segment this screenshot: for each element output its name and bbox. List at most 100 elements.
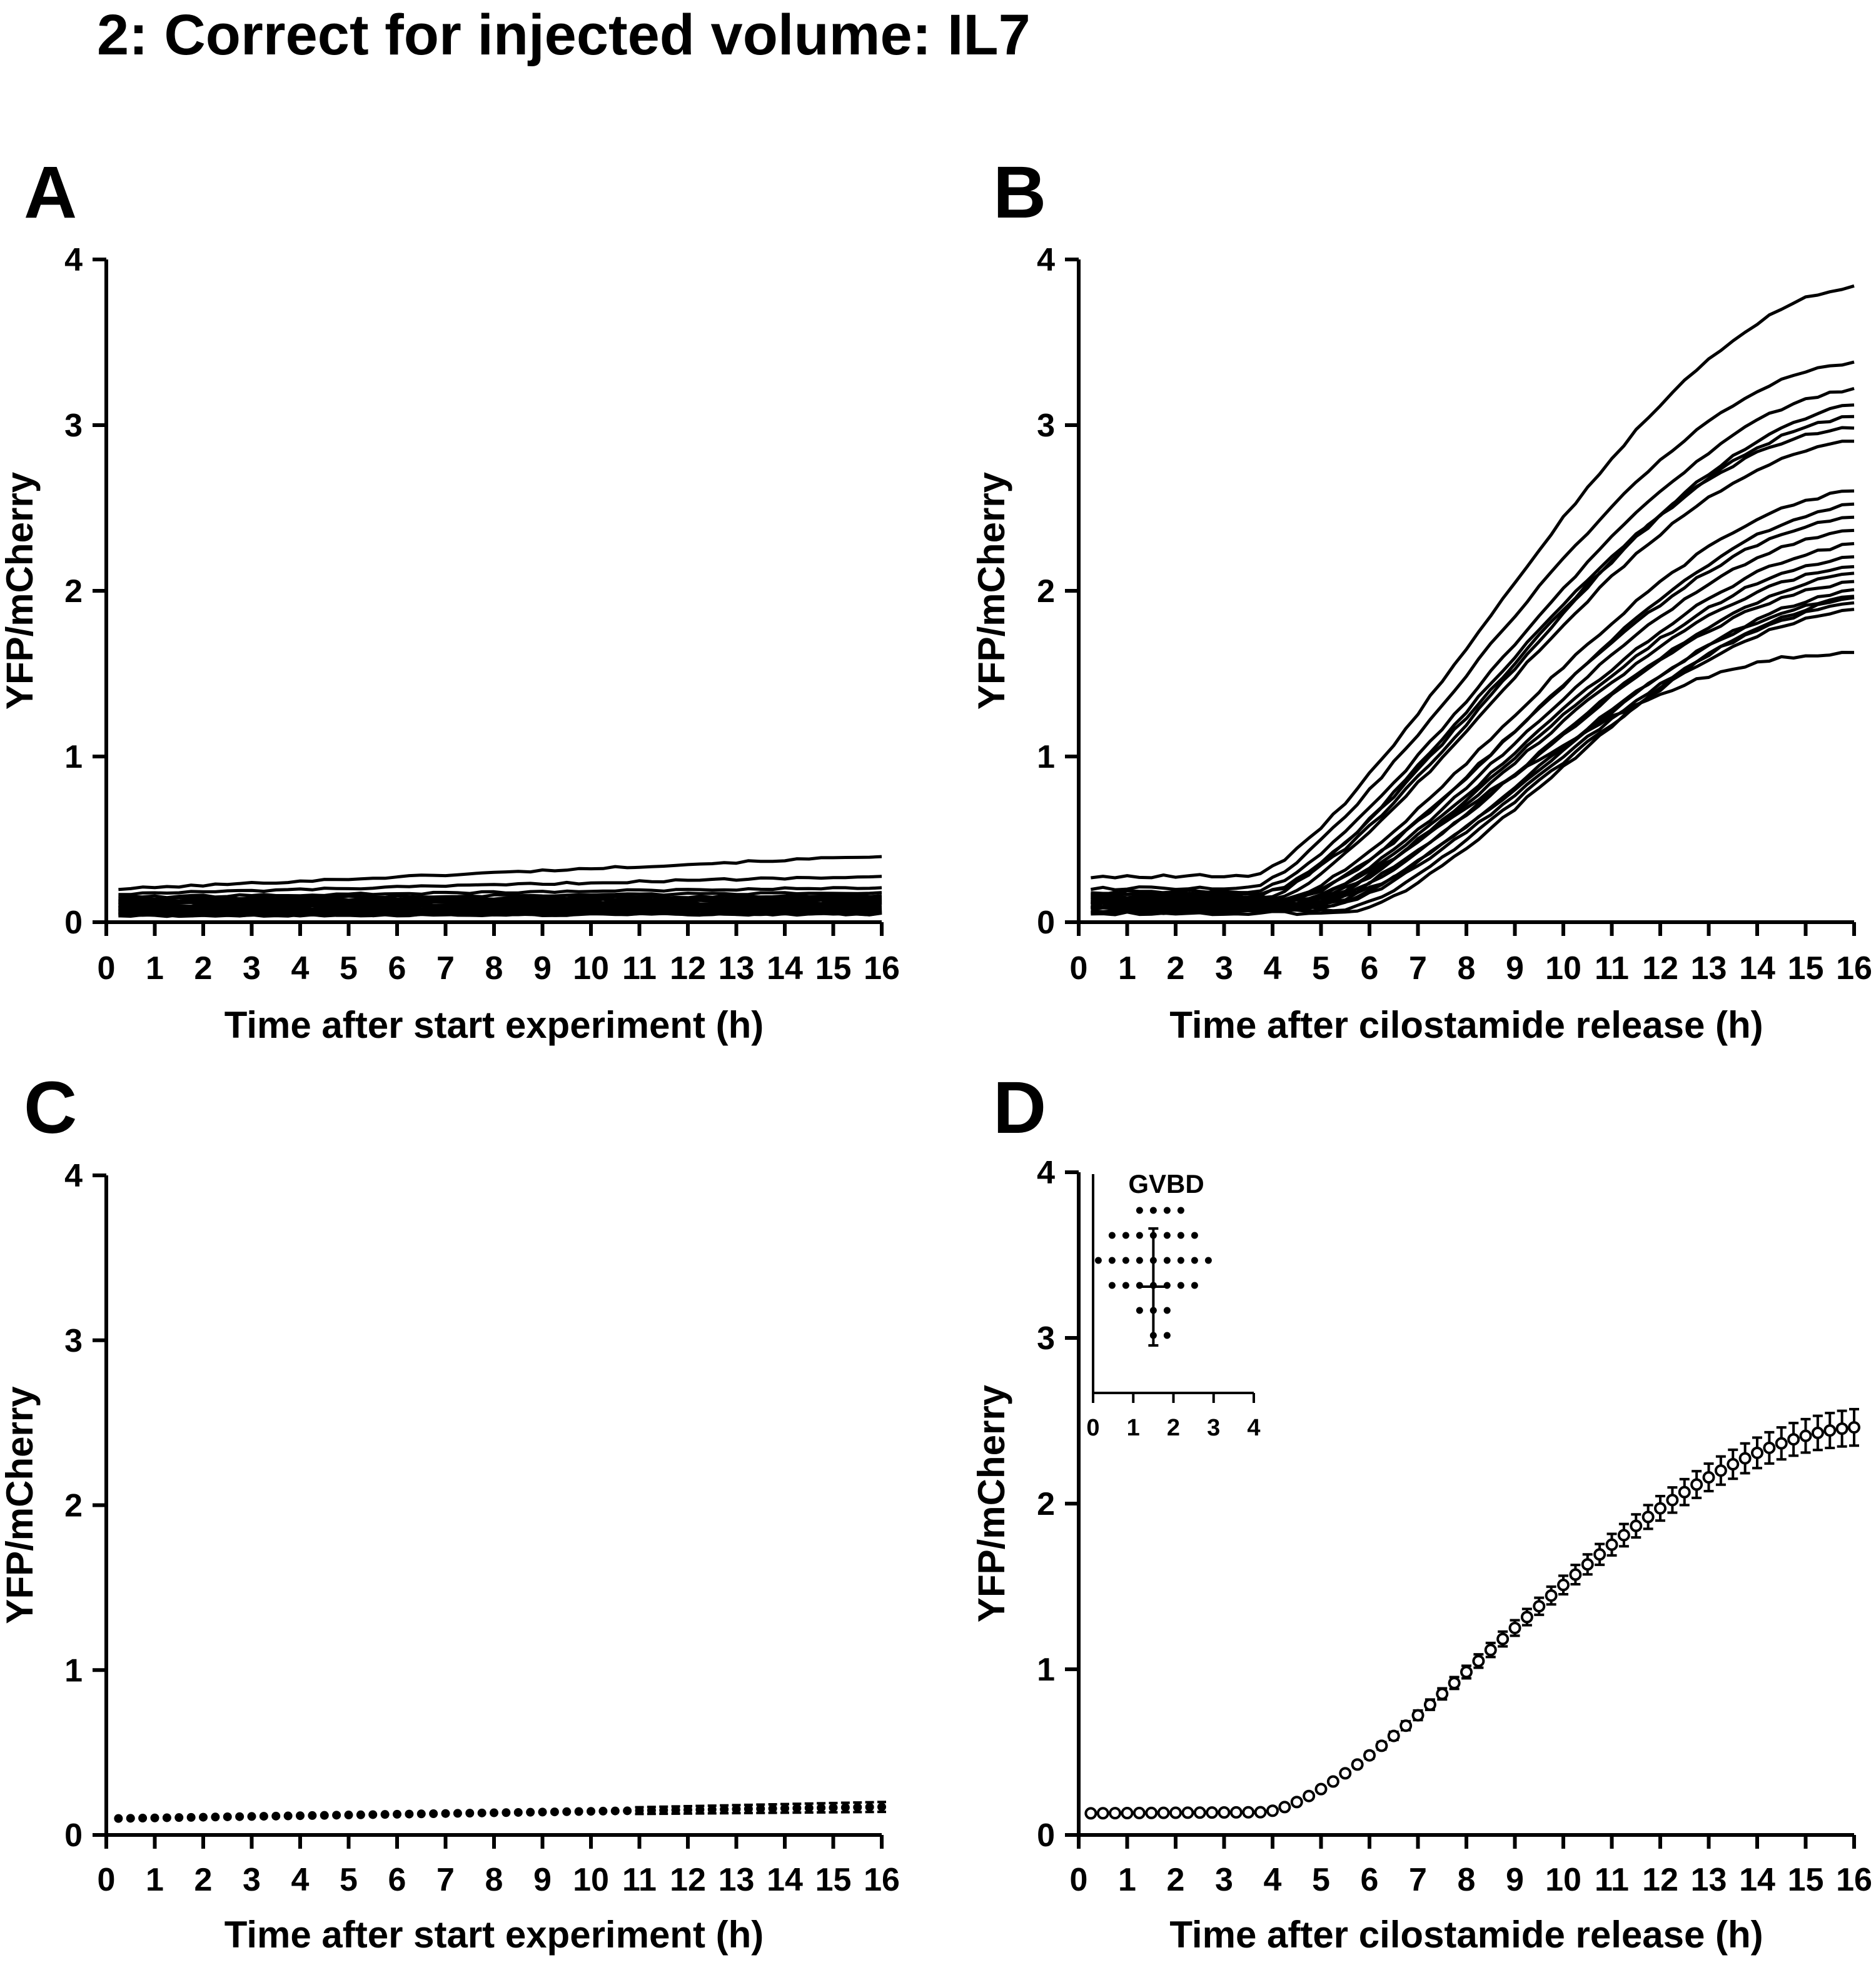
data-point (1848, 1421, 1860, 1434)
x-tick-label: 8 (1458, 950, 1476, 987)
x-tick-label: 3 (1215, 1862, 1233, 1898)
data-point (623, 1806, 632, 1816)
inset-gvbd: 0 1 2 3 4 GVBD (1086, 1169, 1260, 1441)
y-tick-label: 4 (64, 242, 83, 278)
y-tick-label: 0 (64, 1817, 83, 1854)
data-point (1811, 1426, 1824, 1439)
data-point (1084, 1807, 1097, 1820)
y-tick-label: 4 (1037, 242, 1055, 278)
y-tick-label: 0 (1037, 1817, 1055, 1854)
data-point (647, 1806, 656, 1815)
data-point (744, 1804, 753, 1814)
x-tick-label: 16 (1836, 1862, 1872, 1898)
inset-point (1163, 1232, 1171, 1239)
inset-point (1177, 1257, 1184, 1264)
data-point (332, 1811, 341, 1820)
y-tick-label: 0 (64, 905, 83, 941)
data-point (1303, 1789, 1316, 1802)
y-tick-label: 2 (1037, 573, 1055, 610)
x-tick-label: 7 (436, 1862, 455, 1898)
x-tick-label: 10 (573, 1862, 609, 1898)
data-point (1278, 1801, 1291, 1814)
x-tick-label: 6 (388, 950, 406, 987)
data-point (1533, 1600, 1546, 1613)
data-point (1266, 1804, 1279, 1817)
series-line (1091, 571, 1855, 908)
x-tick-label: 7 (1409, 1862, 1427, 1898)
data-point (513, 1807, 523, 1817)
data-point (416, 1809, 426, 1819)
x-tick-label: 9 (1506, 1862, 1524, 1898)
inset-point (1108, 1232, 1116, 1239)
series-line (118, 910, 882, 917)
x-tick-label: 0 (98, 1862, 116, 1898)
x-tick-label: 15 (815, 1862, 852, 1898)
x-tick-label: 12 (1642, 950, 1678, 987)
data-point (1690, 1478, 1703, 1491)
panel-label-D: D (993, 1067, 1046, 1149)
x-tick-label: 4 (1264, 1862, 1282, 1898)
x-tick-label: 16 (864, 950, 900, 987)
inset-point (1108, 1282, 1116, 1289)
data-point (683, 1805, 692, 1814)
y-tick-label: 3 (1037, 408, 1055, 444)
x-tick-label: 11 (1595, 950, 1629, 987)
inset-point (1122, 1282, 1129, 1289)
inset-point (1191, 1257, 1198, 1264)
inset-point (1149, 1207, 1157, 1214)
data-point (526, 1807, 535, 1817)
series-line (1091, 415, 1855, 898)
x-tick-label: 10 (1545, 1862, 1581, 1898)
x-axis-title: Time after start experiment (h) (224, 1914, 764, 1956)
y-tick-label: 3 (64, 1323, 83, 1359)
x-tick-label: 1 (1118, 950, 1136, 987)
x-tick-label: 4 (291, 950, 310, 987)
inset-point (1191, 1282, 1198, 1289)
y-tick-label: 4 (64, 1158, 83, 1194)
data-point (259, 1812, 268, 1821)
x-tick-label: 5 (1312, 1862, 1330, 1898)
x-axis-title: Time after cilostamide release (h) (1169, 1914, 1763, 1956)
data-point (1472, 1654, 1485, 1667)
y-tick-label: 2 (64, 1488, 83, 1524)
data-point (1399, 1719, 1413, 1732)
y-axis-title: YFP/mCherry (0, 471, 41, 710)
y-tick-label: 1 (64, 739, 83, 775)
data-point (223, 1812, 232, 1821)
data-point (1206, 1806, 1219, 1819)
series-line (1091, 426, 1855, 900)
data-point (502, 1808, 511, 1817)
x-tick-label: 2 (1167, 1862, 1185, 1898)
series-line (1091, 651, 1855, 914)
data-point (1738, 1452, 1752, 1465)
data-point (1617, 1529, 1630, 1542)
data-point (732, 1804, 741, 1814)
x-tick-label: 8 (1458, 1862, 1476, 1898)
inset-point (1136, 1232, 1143, 1239)
data-point (792, 1804, 802, 1813)
inset-point (1163, 1257, 1171, 1264)
data-point (756, 1804, 765, 1814)
series-line (118, 898, 882, 907)
inset-point (1108, 1257, 1116, 1264)
x-tick-label: 8 (485, 950, 503, 987)
y-tick-label: 1 (1037, 1652, 1055, 1688)
inset-point (1191, 1232, 1198, 1239)
y-tick-label: 3 (64, 408, 83, 444)
inset-point (1136, 1207, 1143, 1214)
x-tick-label: 6 (388, 1862, 406, 1898)
data-point (1411, 1709, 1425, 1722)
x-tick-label: 15 (815, 950, 852, 987)
x-tick-label: 11 (622, 1862, 657, 1898)
y-tick-label: 3 (1037, 1320, 1055, 1357)
x-tick-label: 9 (533, 950, 552, 987)
series-line (1090, 360, 1855, 892)
data-point (380, 1810, 390, 1819)
x-tick-label: 14 (1739, 1862, 1775, 1898)
data-point (1496, 1632, 1510, 1646)
panel-label-B: B (993, 151, 1046, 234)
data-point (235, 1812, 245, 1821)
y-tick-label: 1 (1037, 739, 1055, 775)
